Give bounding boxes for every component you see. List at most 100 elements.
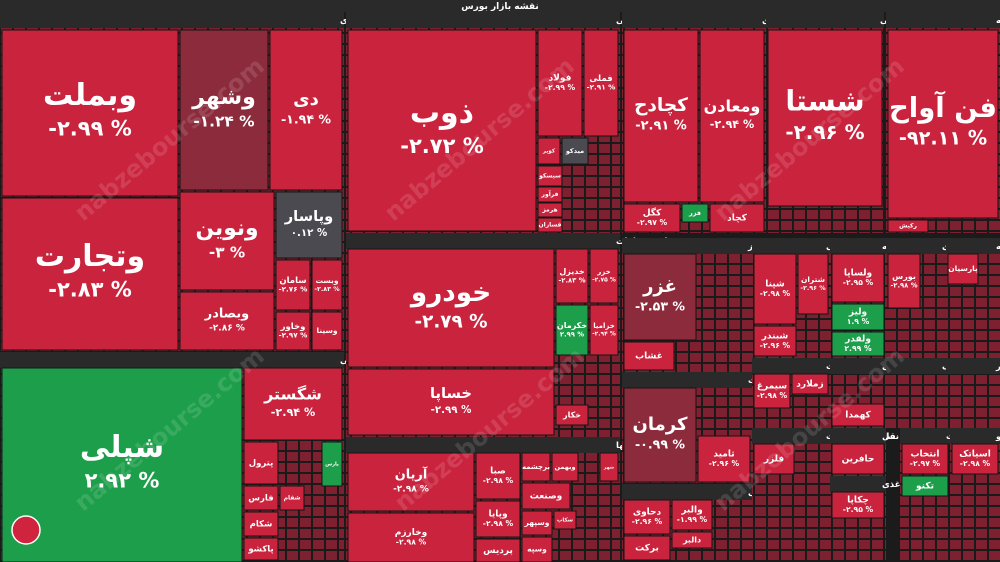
tile-change: -۲.۸۶ % bbox=[209, 324, 245, 334]
tile-symbol: پارس bbox=[325, 462, 339, 468]
tile-symbol: ولیز bbox=[848, 308, 867, 318]
sector-header bbox=[0, 12, 344, 28]
tile-symbol: شتران bbox=[801, 275, 825, 284]
tile-symbol: برچشمه bbox=[522, 463, 550, 471]
sector-name: قند و شکر bbox=[995, 362, 1000, 372]
tile-symbol: وبملت bbox=[43, 78, 137, 113]
tile-change: -۲.۹۷ % bbox=[637, 218, 668, 227]
tile-symbol: وخارزم bbox=[395, 528, 427, 538]
tile bbox=[243, 441, 279, 485]
tile-symbol: والبر bbox=[680, 506, 702, 516]
sector-header bbox=[622, 238, 752, 254]
sector: زراعت و خدماتسیمرغ-۲.۹۸ %زملارد bbox=[752, 358, 893, 428]
tile-symbol: فلزر bbox=[763, 455, 784, 465]
tile-symbol: کرمان bbox=[633, 414, 688, 435]
tile-symbol: دی bbox=[293, 89, 319, 110]
tile-change: -۲.۹۵ % bbox=[843, 278, 874, 287]
tile-symbol: وبهمن bbox=[555, 463, 576, 471]
tile-symbol: دحاوی bbox=[633, 508, 662, 518]
tile-symbol: شپنا bbox=[765, 280, 785, 290]
sector: محصولات غذایی و آشامیدنی به جزغزر-۲.۵۳ %… bbox=[622, 238, 893, 372]
tile bbox=[521, 452, 551, 482]
tile-symbol: پترول bbox=[249, 459, 274, 469]
tile bbox=[753, 325, 797, 357]
tile-change: -۲.۹۱ % bbox=[635, 119, 686, 134]
sector: مواد و محصولات داروییدحاوی-۲.۹۶ %والبر-۱… bbox=[622, 484, 849, 562]
tile-symbol: اسیاتک bbox=[959, 450, 991, 460]
tile-symbol: فملی bbox=[589, 74, 612, 84]
tile bbox=[887, 29, 999, 219]
tile bbox=[623, 29, 699, 203]
tile bbox=[347, 29, 537, 232]
tile-change: -۲.۹۹ % bbox=[431, 404, 472, 416]
tile-symbol: خزامیا bbox=[593, 322, 615, 330]
sector: بانکها و موسسات اعتباریوبملت-۲.۹۹ %وتجار… bbox=[0, 12, 448, 352]
tile bbox=[623, 387, 697, 483]
tile bbox=[753, 443, 795, 475]
tile-symbol: غشاب bbox=[635, 352, 663, 362]
tile bbox=[347, 368, 555, 436]
sector-header bbox=[752, 428, 830, 444]
tile-change: ۲.۹۹ % bbox=[844, 344, 872, 353]
tile bbox=[179, 29, 269, 191]
tile bbox=[901, 475, 949, 497]
tile-change: -۱.۹۴ % bbox=[281, 111, 331, 126]
tile-symbol: تکنو bbox=[915, 482, 934, 492]
tile bbox=[521, 510, 553, 536]
tile-change: ۲.۹۹ % bbox=[560, 330, 584, 338]
tile bbox=[551, 452, 579, 482]
tile bbox=[269, 29, 343, 191]
tile bbox=[753, 373, 791, 409]
tile-symbol: برکت bbox=[635, 544, 659, 554]
tile bbox=[475, 538, 521, 562]
tile bbox=[243, 537, 279, 561]
title-bar bbox=[0, 0, 1000, 12]
tile-change: -۲.۹۶ % bbox=[785, 120, 864, 144]
tile-change: -۲.۹۴ % bbox=[271, 406, 315, 419]
sector: شرکتهای چند رشته ای صنعتیشستا-۲.۹۶ % bbox=[766, 12, 1000, 233]
tile-change: -۲.۹۸ % bbox=[393, 485, 429, 495]
sector-header bbox=[346, 233, 620, 249]
tile bbox=[671, 531, 713, 549]
tile bbox=[537, 217, 563, 233]
tile-change: -۳ % bbox=[209, 243, 245, 261]
tile-change: -۲.۹۴ % bbox=[710, 118, 754, 131]
tile bbox=[623, 341, 675, 371]
tile-symbol: وپاسار bbox=[284, 208, 333, 225]
tile-symbol: شپلی bbox=[80, 430, 164, 465]
sector-header bbox=[346, 12, 620, 28]
tile-symbol: شستا bbox=[785, 84, 864, 117]
tile-symbol: وتجارت bbox=[35, 239, 145, 274]
tile bbox=[951, 443, 999, 475]
tile-change: -۲.۹۶ % bbox=[632, 517, 663, 526]
tile-change: ۰.۱۲ % bbox=[291, 227, 328, 239]
tile-symbol: خودرو bbox=[409, 278, 491, 308]
tile-change: -۹۲.۱۱ % bbox=[899, 127, 987, 150]
tile bbox=[831, 331, 885, 357]
tile bbox=[797, 253, 829, 315]
tile-change: -۲.۹۸ % bbox=[757, 391, 788, 400]
sector-header bbox=[0, 352, 344, 368]
sector-header bbox=[830, 358, 886, 374]
tile bbox=[623, 203, 681, 233]
tile bbox=[555, 304, 589, 356]
tile-change: -۲.۹۸ % bbox=[760, 289, 791, 298]
tile-symbol: بورس bbox=[892, 272, 916, 282]
tile bbox=[599, 452, 619, 482]
sector-name: بیمه bbox=[996, 242, 1000, 252]
tile-symbol: وخاور bbox=[280, 322, 306, 332]
tile-symbol: ونوین bbox=[195, 216, 258, 241]
tile bbox=[623, 253, 697, 341]
tile-symbol: کگل bbox=[643, 207, 662, 219]
tile bbox=[791, 373, 829, 395]
tile-change: -۲.۷۵ % bbox=[592, 276, 616, 283]
tile-change: -۲.۹۶ % bbox=[800, 284, 826, 292]
tile-symbol: وسینا bbox=[317, 326, 338, 335]
tile-symbol: شگستر bbox=[263, 385, 322, 404]
tile bbox=[561, 137, 589, 165]
tile-symbol: وسپه bbox=[527, 545, 547, 554]
